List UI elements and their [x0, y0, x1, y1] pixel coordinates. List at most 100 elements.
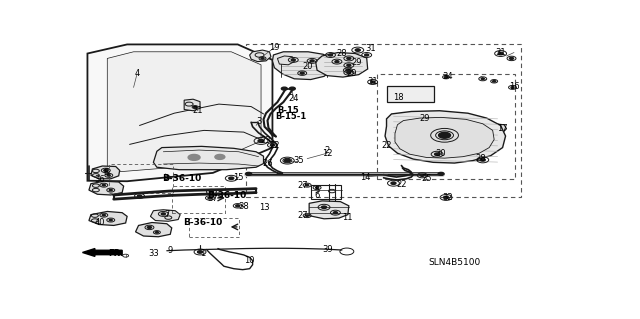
Circle shape	[445, 76, 447, 78]
Circle shape	[193, 106, 196, 108]
Circle shape	[102, 214, 106, 216]
Text: 29: 29	[419, 114, 430, 123]
Text: 31: 31	[365, 44, 376, 53]
Polygon shape	[385, 111, 506, 163]
Polygon shape	[309, 201, 349, 219]
Text: 38: 38	[238, 202, 249, 211]
Circle shape	[493, 80, 495, 82]
Text: 36: 36	[95, 175, 105, 184]
Text: 3: 3	[256, 117, 261, 126]
Text: 29: 29	[351, 58, 362, 67]
Circle shape	[420, 174, 424, 176]
Circle shape	[236, 205, 240, 207]
Text: 28: 28	[337, 49, 348, 58]
Text: 23: 23	[260, 137, 271, 145]
Circle shape	[391, 182, 396, 184]
Circle shape	[229, 177, 234, 180]
Circle shape	[271, 144, 275, 146]
Text: 31: 31	[495, 48, 506, 57]
Text: 22: 22	[269, 141, 280, 150]
Circle shape	[138, 195, 141, 197]
Bar	[172, 186, 225, 213]
Polygon shape	[150, 210, 180, 221]
Circle shape	[102, 184, 106, 186]
Text: 2: 2	[324, 146, 330, 155]
Circle shape	[481, 78, 484, 79]
Circle shape	[321, 206, 326, 209]
Text: 22: 22	[396, 180, 406, 189]
Circle shape	[346, 69, 350, 71]
Text: 33: 33	[148, 249, 159, 258]
Text: FR.: FR.	[108, 249, 124, 258]
Text: 18: 18	[393, 93, 404, 102]
Circle shape	[347, 72, 351, 74]
FancyArrow shape	[83, 249, 122, 256]
Text: 7: 7	[164, 210, 170, 219]
Polygon shape	[136, 223, 172, 237]
Text: B-36-10: B-36-10	[184, 219, 223, 227]
Circle shape	[109, 189, 112, 191]
Circle shape	[306, 184, 308, 186]
Text: B-36-10: B-36-10	[162, 174, 202, 183]
Text: 26: 26	[262, 159, 273, 168]
Circle shape	[109, 219, 112, 221]
Circle shape	[258, 139, 264, 142]
Circle shape	[316, 187, 319, 188]
Polygon shape	[89, 181, 124, 195]
Circle shape	[104, 169, 108, 171]
Text: B-15: B-15	[278, 106, 299, 115]
Circle shape	[480, 159, 485, 161]
Text: 30: 30	[436, 149, 447, 158]
Bar	[310, 185, 341, 199]
Text: 35: 35	[293, 156, 303, 165]
Text: 8: 8	[103, 168, 108, 177]
Circle shape	[261, 58, 264, 59]
Circle shape	[246, 172, 252, 175]
Circle shape	[208, 197, 212, 199]
Text: 19: 19	[269, 43, 280, 52]
Circle shape	[435, 153, 440, 155]
Polygon shape	[316, 53, 367, 77]
Text: 28: 28	[476, 154, 486, 163]
Circle shape	[498, 52, 503, 55]
Bar	[376, 74, 515, 179]
Polygon shape	[184, 99, 200, 111]
Text: 14: 14	[360, 173, 371, 182]
Circle shape	[438, 172, 444, 175]
Text: 34: 34	[443, 72, 453, 81]
Circle shape	[284, 159, 291, 162]
Circle shape	[347, 64, 351, 66]
Polygon shape	[482, 124, 507, 134]
Circle shape	[209, 191, 213, 193]
Text: 27: 27	[297, 181, 308, 190]
Circle shape	[365, 54, 369, 56]
Bar	[387, 86, 434, 102]
Circle shape	[198, 251, 202, 253]
Text: 6: 6	[314, 191, 320, 200]
Circle shape	[328, 54, 332, 56]
Polygon shape	[395, 117, 494, 158]
Polygon shape	[91, 166, 120, 179]
Circle shape	[438, 132, 451, 138]
Text: 11: 11	[342, 212, 352, 222]
Text: 12: 12	[322, 149, 332, 158]
Polygon shape	[250, 50, 271, 62]
Text: 40: 40	[95, 219, 105, 227]
Polygon shape	[273, 52, 333, 79]
Text: 5: 5	[314, 186, 320, 195]
Text: 25: 25	[421, 174, 431, 183]
Circle shape	[215, 154, 225, 160]
Circle shape	[291, 59, 295, 61]
Circle shape	[289, 87, 295, 90]
Circle shape	[300, 72, 304, 74]
Text: 31: 31	[367, 77, 378, 86]
Circle shape	[306, 215, 308, 216]
Circle shape	[444, 196, 449, 199]
Text: 16: 16	[509, 82, 519, 91]
Polygon shape	[277, 56, 294, 65]
Bar	[246, 44, 522, 197]
Text: 32: 32	[443, 193, 453, 202]
Circle shape	[333, 212, 337, 214]
Text: 21: 21	[193, 106, 204, 115]
Circle shape	[335, 61, 339, 63]
